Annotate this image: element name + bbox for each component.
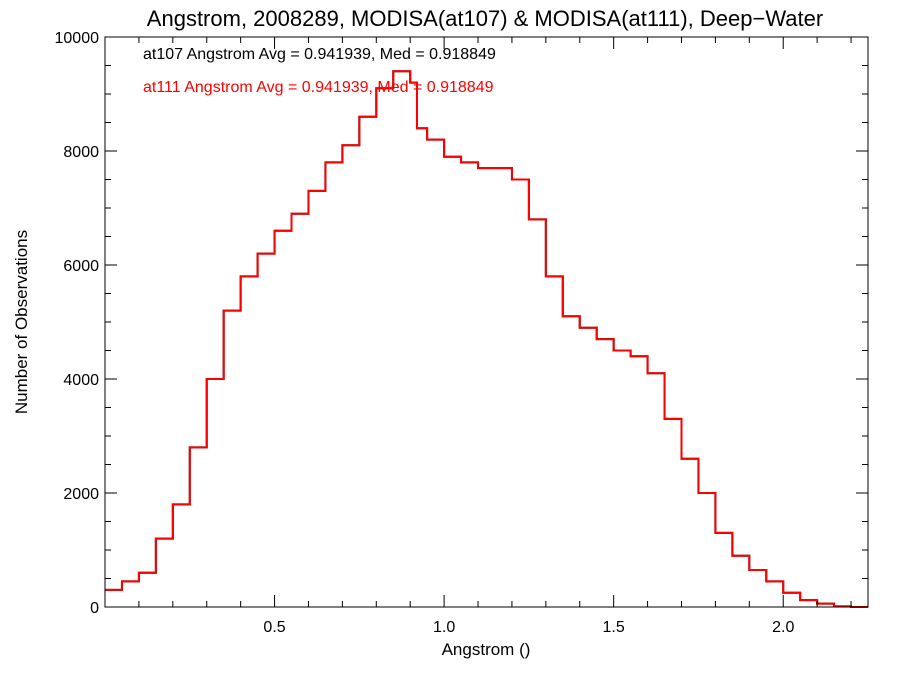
y-tick-label: 4000: [63, 372, 99, 389]
chart-title: Angstrom, 2008289, MODISA(at107) & MODIS…: [147, 6, 823, 31]
x-tick-label: 1.0: [433, 619, 455, 636]
x-tick-label: 2.0: [772, 619, 794, 636]
y-axis-label: Number of Observations: [12, 230, 31, 414]
axes-layer: 0.5 1.0 1.5 2.0 0 2000 4000 6000 8000 10000: [55, 30, 868, 636]
legend-at107-stats: at107 Angstrom Avg = 0.941939, Med = 0.9…: [143, 46, 496, 63]
x-tick-label: 1.5: [603, 619, 625, 636]
series-layer: [105, 70, 868, 608]
x-axis-label: Angstrom (): [442, 640, 531, 659]
x-tick-label: 0.5: [263, 619, 285, 636]
y-tick-label: 2000: [63, 486, 99, 503]
y-tick-label: 6000: [63, 258, 99, 275]
y-tick-label: 8000: [63, 144, 99, 161]
y-tick-label: 10000: [55, 30, 100, 47]
series-line-0: [105, 70, 868, 608]
series-line-1: [105, 70, 868, 608]
plot-frame: [104, 36, 869, 608]
legend-at111-stats: at111 Angstrom Avg = 0.941939, Med = 0.9…: [143, 79, 494, 96]
y-tick-label: 0: [90, 600, 99, 617]
